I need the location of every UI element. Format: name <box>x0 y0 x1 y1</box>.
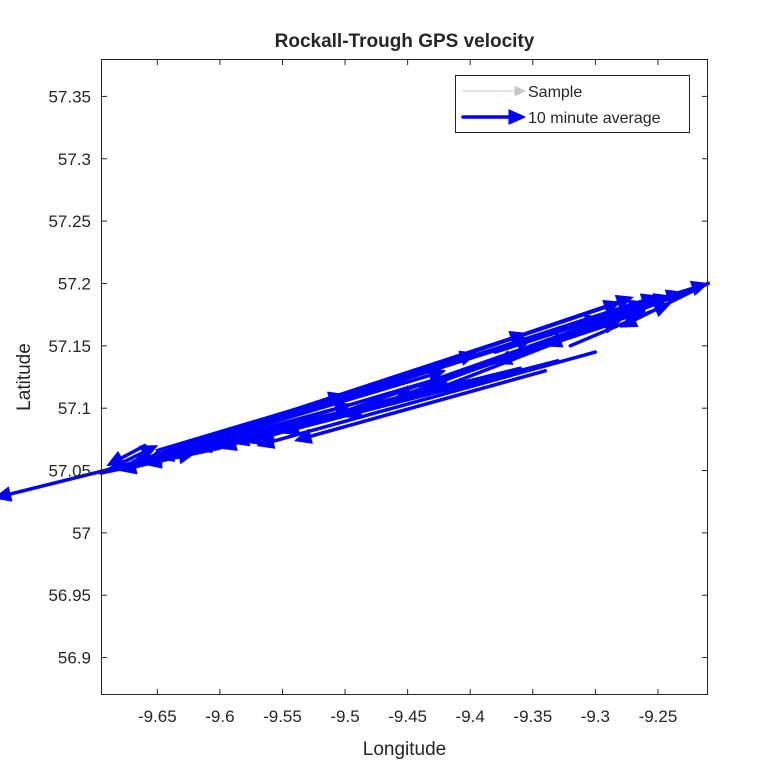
legend: Sample 10 minute average <box>455 75 690 133</box>
x-tick-label: -9.3 <box>581 707 610 726</box>
legend-sample-label: Sample <box>528 84 582 101</box>
y-tick-label: 56.95 <box>48 586 91 605</box>
y-tick-label: 57.35 <box>48 87 91 106</box>
y-tick-label: 56.9 <box>58 649 91 668</box>
chart-title: Rockall-Trough GPS velocity <box>275 31 535 52</box>
x-tick-label: -9.55 <box>263 707 302 726</box>
average-arrow <box>418 308 646 388</box>
tick-marks <box>101 59 708 695</box>
y-tick-label: 57.15 <box>48 337 91 356</box>
average-arrow <box>568 302 671 348</box>
legend-box <box>455 75 690 133</box>
average-arrow <box>294 369 548 444</box>
y-axis-label: Latitude <box>14 343 35 411</box>
x-tick-label: -9.25 <box>639 707 678 726</box>
y-tick-label: 57 <box>72 524 91 543</box>
y-tick-label: 57.05 <box>48 462 91 481</box>
average-arrow <box>0 433 247 502</box>
legend-average-label: 10 minute average <box>528 110 661 127</box>
x-tick-label: -9.35 <box>513 707 552 726</box>
y-tick-label: 57.2 <box>58 274 91 293</box>
x-axis-label: Longitude <box>363 739 446 760</box>
y-tick-label: 57.3 <box>58 150 91 169</box>
average-series <box>0 280 710 502</box>
y-tick-label: 57.25 <box>48 212 91 231</box>
x-tick-labels: -9.65 -9.6 -9.55 -9.5 -9.45 -9.4 -9.35 -9.3 -9.2… <box>138 707 677 726</box>
x-tick-label: -9.4 <box>456 707 485 726</box>
x-tick-label: -9.5 <box>330 707 359 726</box>
legend-sample-arrow-icon <box>462 86 526 96</box>
x-tick-label: -9.45 <box>388 707 427 726</box>
average-arrow <box>531 289 684 342</box>
y-tick-labels: 56.9 56.95 57 57.05 57.1 57.15 57.2 57.25 57.3 57… <box>48 87 91 667</box>
legend-average-arrow <box>461 109 526 125</box>
x-tick-label: -9.6 <box>205 707 234 726</box>
legend-sample-arrow <box>462 86 526 96</box>
x-tick-label: -9.65 <box>138 707 177 726</box>
average-arrow <box>106 443 147 467</box>
average-arrow <box>318 295 634 405</box>
axes-box <box>101 59 708 695</box>
y-tick-label: 57.1 <box>58 399 91 418</box>
legend-average-arrow-icon <box>461 109 526 125</box>
